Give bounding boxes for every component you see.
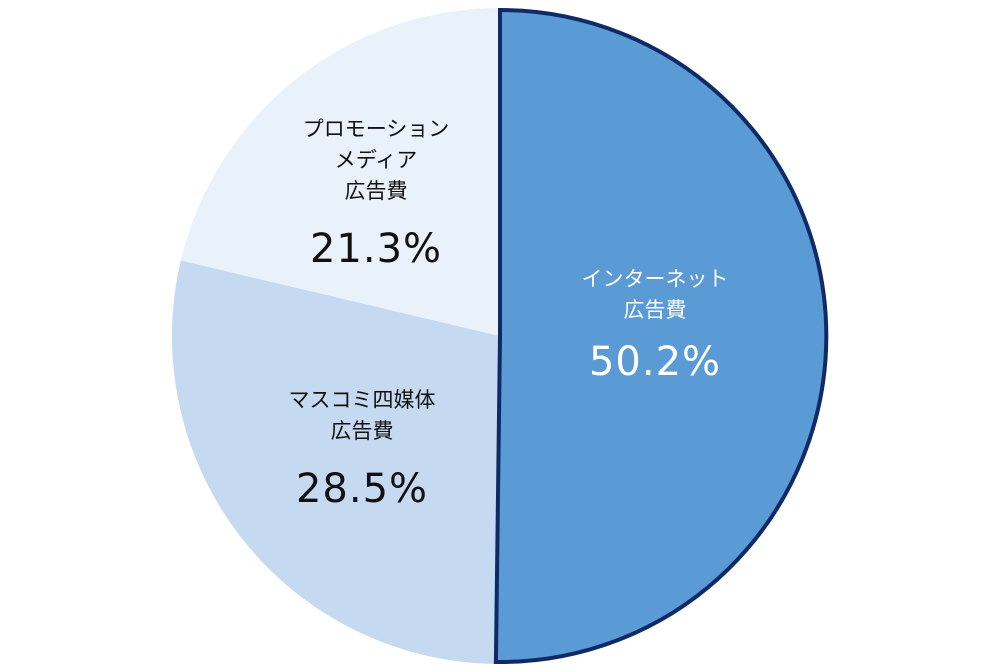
pie-slice-3 [180, 8, 500, 336]
slice-value-label: 21.3% [310, 226, 442, 272]
slice-category-label: 広告費 [331, 419, 394, 443]
pie-slices [171, 7, 829, 664]
slice-category-label: インターネット [582, 267, 729, 291]
slice-category-label: 広告費 [624, 298, 687, 322]
slice-category-label: 広告費 [345, 179, 408, 203]
slice-category-label: マスコミ四媒体 [289, 388, 436, 412]
pie-slice-2 [171, 260, 501, 664]
slice-category-label: プロモーション [303, 117, 450, 141]
pie-labels: インターネット広告費50.2%マスコミ四媒体広告費28.5%プロモーションメディ… [289, 117, 729, 512]
slice-value-label: 28.5% [296, 466, 428, 512]
pie-slice-1 [493, 7, 829, 664]
slice-category-label: メディア [335, 148, 418, 172]
slice-value-label: 50.2% [589, 339, 721, 385]
